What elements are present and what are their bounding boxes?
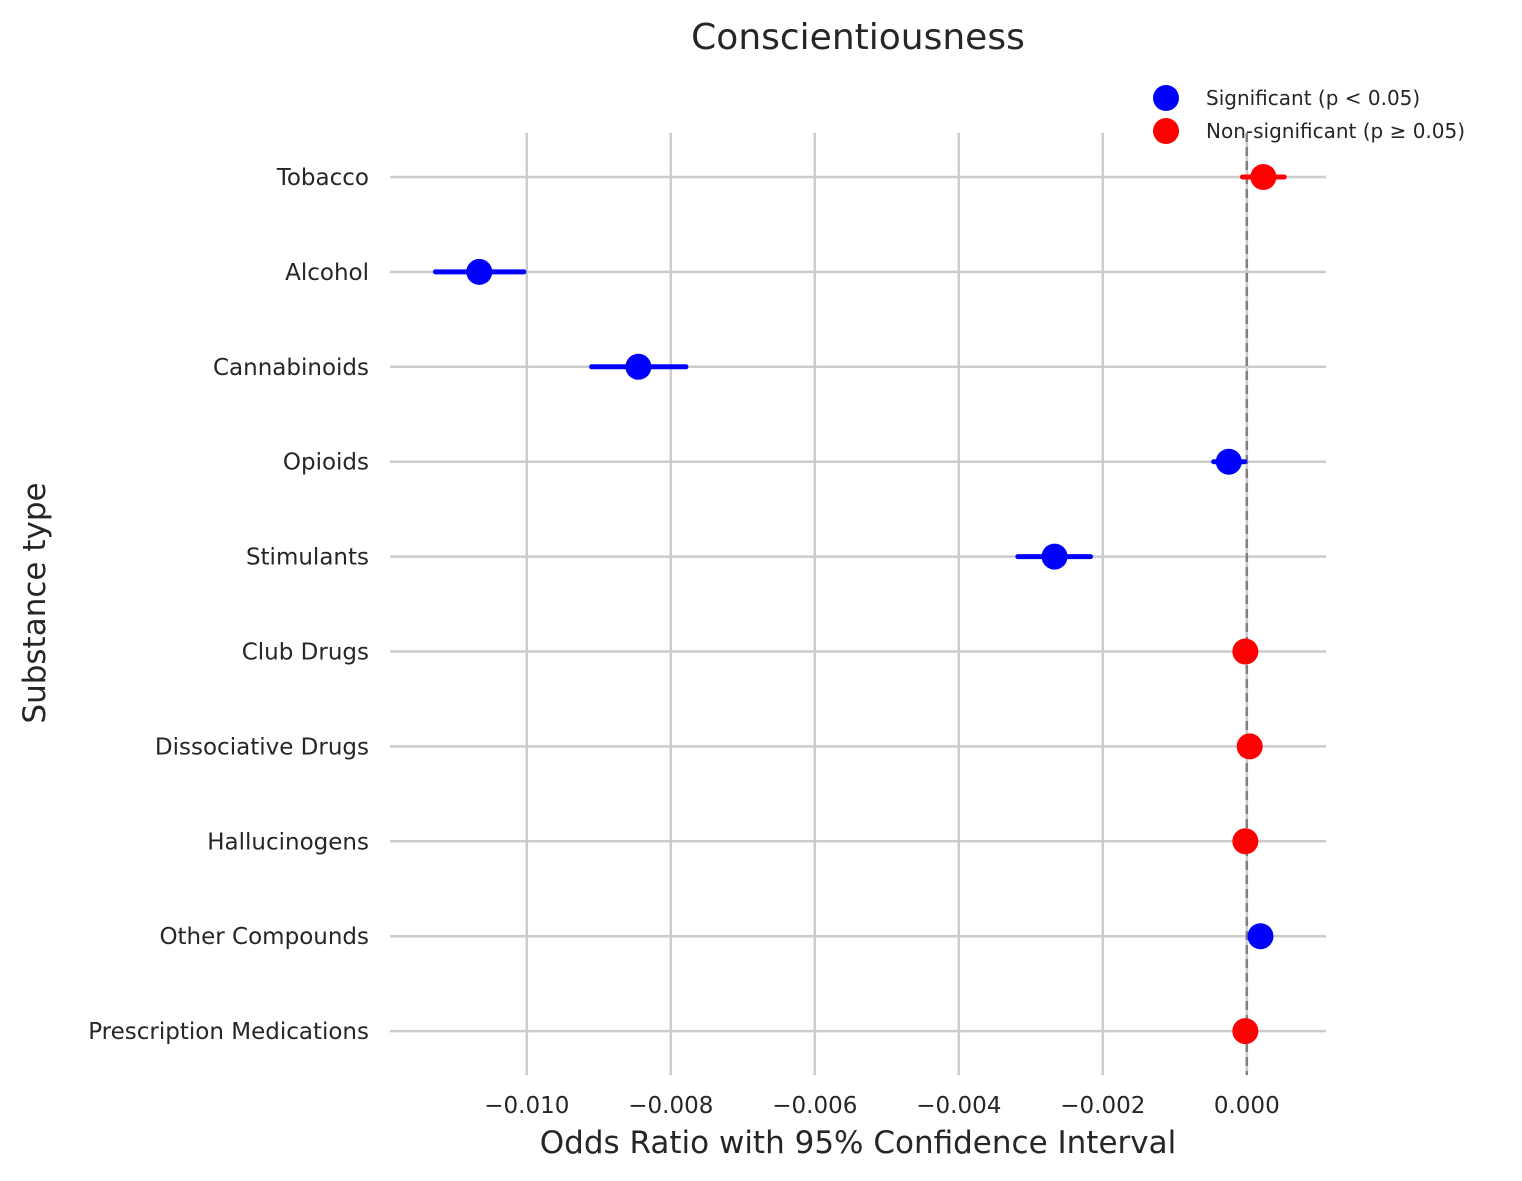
estimate-point [1041, 543, 1068, 570]
estimate-point [1232, 638, 1259, 665]
x-tick-label: 0.000 [1214, 1093, 1280, 1119]
x-tick-label: −0.004 [916, 1093, 1001, 1119]
x-tick-label: −0.006 [772, 1093, 857, 1119]
estimate-point [1236, 733, 1263, 760]
estimate-point [1250, 164, 1277, 190]
y-tick-label: Stimulants [246, 545, 369, 571]
y-tick-label: Alcohol [285, 260, 369, 286]
estimate-point [1215, 448, 1242, 475]
legend-label: Non-significant (p ≥ 0.05) [1206, 119, 1465, 143]
estimate-points [466, 164, 1277, 1045]
estimate-point [466, 258, 493, 285]
y-tick-label: Opioids [283, 450, 369, 476]
x-axis-label: Odds Ratio with 95% Confidence Interval [540, 1125, 1176, 1161]
confidence-intervals [432, 174, 1287, 1034]
chart-title: Conscientiousness [691, 17, 1025, 58]
x-tick-label: −0.010 [484, 1093, 569, 1119]
estimate-point [1247, 923, 1274, 950]
legend[interactable]: Significant (p < 0.05) Non-significant (p… [1153, 85, 1465, 144]
y-tick-label: Prescription Medications [88, 1019, 369, 1045]
legend-marker [1153, 118, 1179, 144]
x-tick-label: −0.008 [628, 1093, 713, 1119]
y-tick-label: Cannabinoids [213, 355, 369, 381]
y-tick-labels: Tobacco Alcohol Cannabinoids Opioids Stimula… [88, 165, 369, 1045]
y-tick-label: Dissociative Drugs [155, 734, 369, 760]
y-tick-label: Club Drugs [242, 640, 369, 666]
y-tick-label: Hallucinogens [207, 829, 369, 855]
y-tick-label: Tobacco [276, 165, 369, 191]
estimate-point [1232, 828, 1259, 855]
y-tick-label: Other Compounds [159, 924, 369, 950]
estimate-point [625, 353, 652, 380]
x-tick-label: −0.002 [1060, 1093, 1145, 1119]
legend-marker [1153, 85, 1179, 111]
x-tick-labels: −0.010 −0.008 −0.006 −0.004 −0.002 0.000 [484, 1093, 1279, 1119]
legend-label: Significant (p < 0.05) [1206, 86, 1420, 110]
x-gridlines [525, 133, 1249, 1075]
estimate-point [1232, 1018, 1259, 1045]
y-gridlines [390, 175, 1326, 1033]
y-axis-label: Substance type [17, 482, 53, 723]
